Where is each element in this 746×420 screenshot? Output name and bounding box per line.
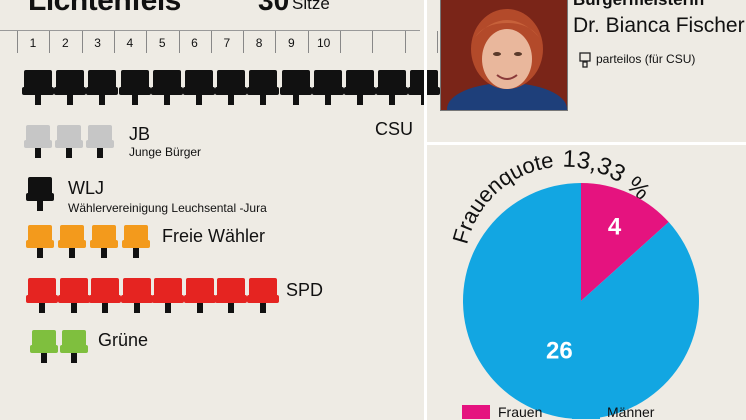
ruler-number: 7 bbox=[223, 36, 231, 50]
seat-icon bbox=[86, 125, 114, 158]
ruler-tick bbox=[81, 31, 83, 53]
ruler-number: 2 bbox=[61, 36, 69, 50]
town-name: Lichtenfels bbox=[28, 0, 181, 17]
mayor-name: Dr. Bianca Fischer bbox=[573, 14, 745, 37]
ruler-tick bbox=[404, 31, 406, 53]
legend-label-frauen: Frauen bbox=[498, 404, 543, 420]
pie bbox=[463, 183, 699, 419]
seat-icon bbox=[54, 70, 87, 105]
seat-icon bbox=[60, 330, 88, 363]
seat-icon bbox=[118, 70, 151, 105]
seat-icon bbox=[122, 225, 150, 258]
party-label-wlj: WLJ bbox=[68, 178, 104, 198]
mayor-photo bbox=[440, 0, 568, 111]
mayor-party: parteilos (für CSU) bbox=[596, 52, 696, 66]
ruler-number: 6 bbox=[191, 36, 198, 50]
party-label-csu: CSU bbox=[375, 119, 414, 139]
party-fullname-wlj: Wählervereinigung Leuchsental -Jura bbox=[68, 201, 267, 215]
ruler-tick bbox=[146, 31, 148, 53]
seat-icon bbox=[246, 278, 279, 313]
ruler-tick bbox=[210, 31, 212, 53]
ruler-tick bbox=[436, 31, 438, 53]
ruler-number: 3 bbox=[94, 36, 101, 50]
seat-ruler: 1 2 3 4 5 6 7 8 9 10 bbox=[0, 30, 438, 54]
legend-swatch-frauen bbox=[462, 405, 490, 419]
ruler-number: 1 bbox=[29, 36, 37, 50]
seat-icon bbox=[120, 278, 153, 313]
pie-slice-frauen bbox=[581, 183, 669, 301]
seat-icon bbox=[183, 278, 216, 313]
party-label-jb: JB bbox=[129, 124, 151, 144]
seat-icon bbox=[152, 278, 184, 313]
ruler-tick bbox=[275, 31, 277, 53]
seats-label: Sitze bbox=[292, 0, 330, 13]
seat-icon bbox=[26, 278, 58, 313]
seat-icon bbox=[215, 278, 247, 313]
women-quota-chart: Frauenquote 13,33 % 426 bbox=[448, 150, 699, 419]
seat-icon bbox=[279, 70, 312, 105]
seat-icon bbox=[247, 70, 280, 105]
seat-icon bbox=[58, 225, 86, 258]
party-fullname-jb: Junge Bürger bbox=[129, 145, 202, 159]
ruler-tick bbox=[113, 31, 115, 53]
seat-icon bbox=[311, 70, 344, 105]
party-label-gruene: Grüne bbox=[98, 330, 149, 350]
legend-label-maenner: Männer bbox=[607, 404, 655, 420]
ruler-number: 4 bbox=[126, 36, 134, 50]
mayor-role: Bürgermeisterin bbox=[573, 0, 704, 10]
pie-slice-männer bbox=[463, 183, 699, 419]
seat-icon bbox=[55, 125, 83, 158]
seat-icon bbox=[215, 70, 248, 105]
ruler-number: 8 bbox=[255, 36, 263, 50]
seat-icon bbox=[150, 70, 183, 105]
column-divider bbox=[424, 0, 427, 420]
ruler-number: 9 bbox=[288, 36, 295, 50]
seat-icon bbox=[376, 70, 409, 105]
seat-icon bbox=[30, 330, 58, 363]
party-label-fw: Freie Wähler bbox=[162, 226, 266, 246]
seat-icon bbox=[57, 278, 90, 313]
seat-icon bbox=[26, 225, 54, 258]
pie-value-label: 26 bbox=[546, 338, 573, 365]
ruler-number: 5 bbox=[158, 36, 166, 50]
ruler-tick bbox=[243, 31, 245, 53]
seat-icon bbox=[86, 70, 119, 105]
ruler-number: 10 bbox=[317, 36, 331, 50]
party-label-spd: SPD bbox=[286, 280, 324, 300]
seat-icon bbox=[90, 225, 118, 258]
section-divider bbox=[427, 142, 746, 145]
ruler-tick bbox=[307, 31, 309, 53]
ruler-tick bbox=[178, 31, 180, 53]
seat-icon bbox=[183, 70, 215, 105]
seat-icon bbox=[89, 278, 121, 313]
legend-swatch-maenner bbox=[572, 405, 600, 419]
seat-icon bbox=[24, 125, 52, 158]
ruler-tick bbox=[372, 31, 374, 53]
seat-icon bbox=[22, 70, 54, 105]
ruler-tick bbox=[340, 31, 341, 53]
seat-icon bbox=[344, 70, 376, 105]
pie-value-label: 4 bbox=[608, 214, 622, 241]
ruler-tick bbox=[49, 31, 51, 53]
ruler-tick bbox=[17, 31, 18, 53]
chair-icon bbox=[579, 52, 591, 68]
seats-total: 30 bbox=[258, 0, 290, 16]
seat-icon bbox=[26, 177, 54, 211]
